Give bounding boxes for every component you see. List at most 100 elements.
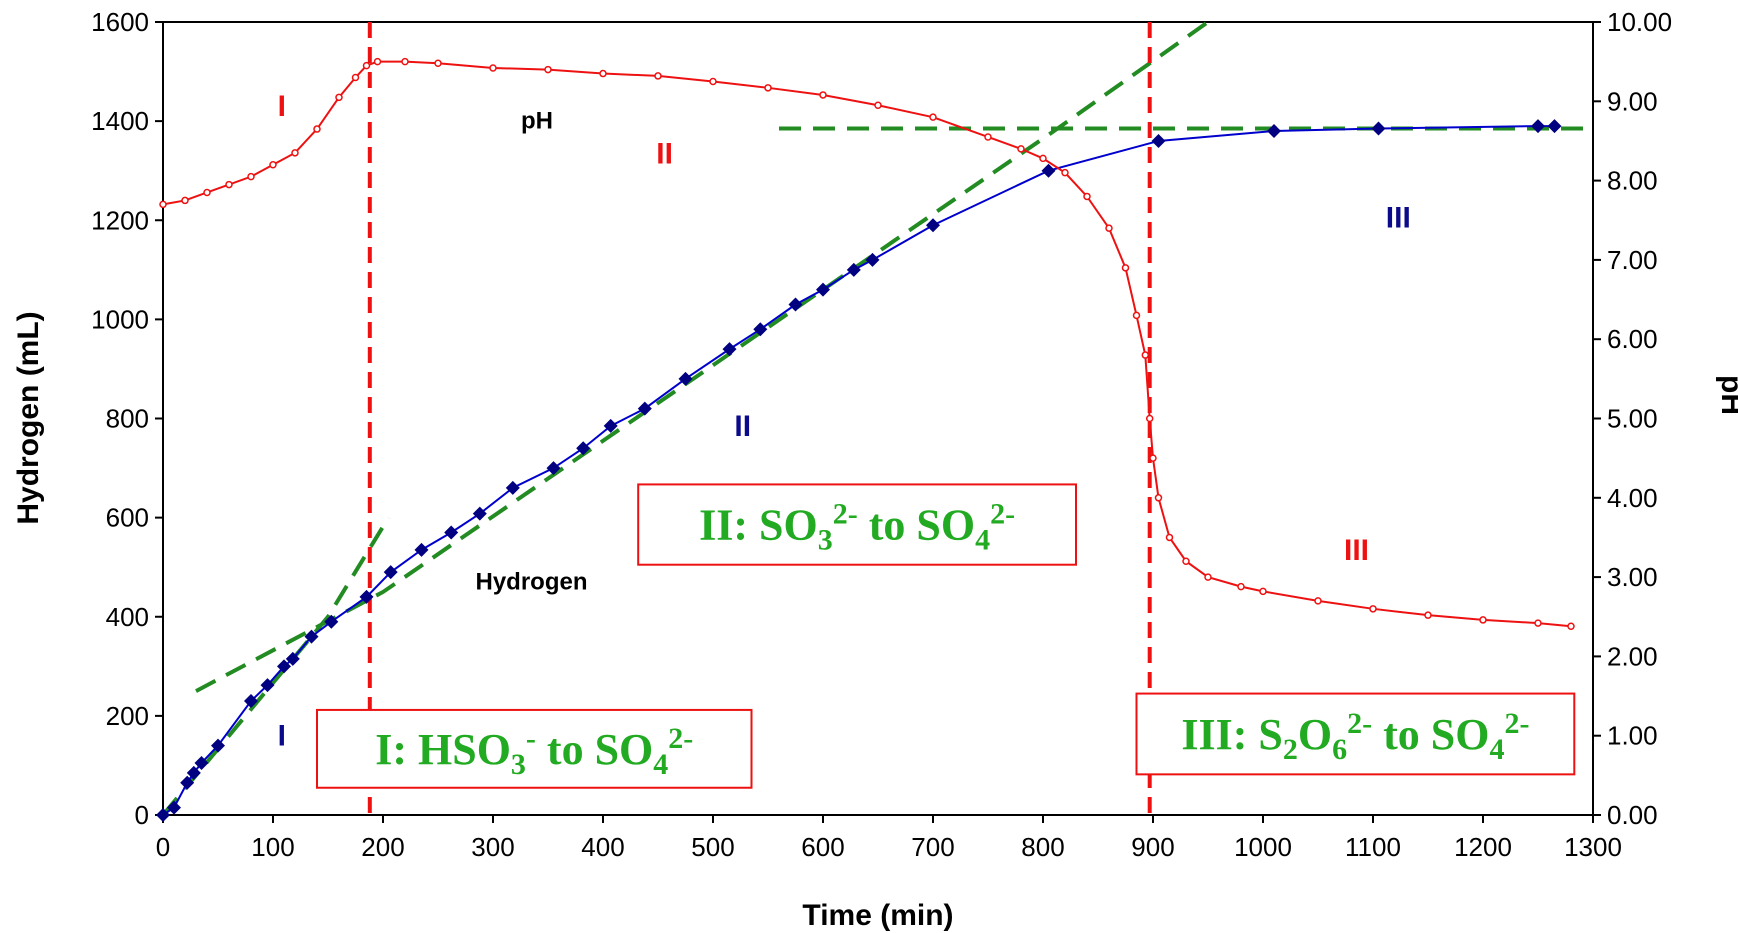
ph-point (351, 73, 360, 82)
reaction-boxes: I: HSO3- to SO42- II: SO32- to SO42- III: … (316, 483, 1576, 789)
hydrogen-point (788, 297, 803, 312)
ph-point (544, 65, 552, 74)
y-axis-ticks: 0 200 400 600 800 1000 1200 1400 1600 (91, 7, 163, 830)
ph-point (709, 77, 717, 86)
hydrogen-point (180, 775, 195, 790)
x-axis-title: Time (min) (802, 899, 953, 932)
hydrogen-point (1547, 119, 1562, 134)
ph-point (874, 101, 882, 110)
y2-tick-label: 6.00 (1607, 324, 1658, 354)
y2-tick-label: 8.00 (1607, 166, 1658, 196)
ph-point (269, 160, 277, 169)
hydrogen-point (926, 218, 940, 233)
x-tick-label: 800 (1021, 832, 1064, 862)
x-tick-label: 1100 (1345, 832, 1401, 862)
y-tick-label: 200 (106, 701, 149, 731)
y-tick-label: 1400 (91, 106, 149, 136)
ph-point (373, 57, 382, 66)
x-tick-label: 100 (251, 832, 294, 862)
hydrogen-point (816, 282, 830, 297)
ph-point (654, 72, 662, 80)
y2-axis-ticks: 0.00 1.00 2.00 3.00 4.00 5.00 6.00 7.00 8.00 9.00… (1593, 7, 1672, 830)
hydrogen-point (753, 322, 768, 337)
ph-point (225, 180, 233, 189)
ph-point (313, 125, 321, 133)
reaction-text: I: HSO3- to SO42- (375, 722, 693, 781)
y-tick-label: 800 (106, 404, 149, 434)
x-tick-label: 900 (1131, 832, 1174, 862)
x-tick-label: 500 (691, 832, 734, 862)
region-label: I (278, 90, 286, 123)
ph-point (489, 64, 497, 72)
phase-boundaries (367, 22, 1152, 815)
hydrogen-point (383, 565, 398, 580)
hydrogen-point (414, 542, 429, 557)
ph-point (1083, 192, 1091, 201)
ph-line (162, 60, 1572, 628)
plot-area (162, 21, 1594, 816)
ph-point (1039, 154, 1047, 163)
y2-axis-title: pH (1715, 375, 1738, 415)
hydrogen-point (324, 614, 339, 629)
hydrogen-point (846, 262, 861, 277)
hydrogen-point (603, 418, 618, 433)
y2-tick-label: 3.00 (1607, 562, 1658, 592)
x-tick-label: 300 (471, 832, 514, 862)
ph-point (1145, 414, 1154, 423)
y-tick-label: 600 (106, 503, 149, 533)
x-tick-label: 400 (581, 832, 624, 862)
ph-point (1314, 597, 1322, 605)
ph-point (1121, 264, 1130, 272)
hydrogen-point (260, 678, 275, 693)
hydrogen-point (472, 506, 487, 521)
hydrogen-point (285, 651, 300, 666)
ph-point (434, 59, 442, 67)
hydrogen-point (156, 808, 170, 822)
series-group (156, 57, 1575, 822)
y-axis-title: Hydrogen (mL) (12, 311, 45, 524)
hydrogen-point (1041, 163, 1056, 178)
ph-point (401, 57, 409, 66)
x-tick-label: 1200 (1454, 832, 1512, 862)
ph-point (1567, 622, 1575, 631)
hydrogen-point (546, 461, 561, 476)
x-tick-label: 0 (156, 832, 170, 862)
hydrogen-point (505, 480, 520, 495)
ph-point (335, 93, 343, 102)
ph-point (1237, 582, 1245, 591)
region-label: II (656, 137, 673, 170)
hydrogen-point (167, 800, 181, 815)
hydrogen-point (722, 342, 737, 357)
ph-point (1369, 605, 1377, 613)
y-tick-label: 0 (135, 800, 149, 830)
y2-tick-label: 9.00 (1607, 86, 1658, 116)
ph-point (819, 91, 827, 99)
ph-point (247, 172, 255, 181)
ph-point (1424, 611, 1432, 619)
region-label: II (734, 410, 751, 443)
y2-tick-label: 2.00 (1607, 641, 1658, 671)
hydrogen-point (359, 589, 374, 604)
y2-tick-label: 5.00 (1607, 404, 1658, 434)
x-tick-label: 200 (361, 832, 404, 862)
ph-point (1105, 224, 1113, 232)
ph-point (291, 149, 299, 157)
ph-point (1132, 311, 1141, 320)
region-label: I (278, 720, 286, 753)
hydrogen-point (444, 525, 459, 540)
ph-point (1534, 619, 1542, 627)
reaction-box (316, 708, 753, 789)
ph-point (1017, 145, 1025, 153)
reaction-text: II: SO32- to SO42- (699, 498, 1015, 557)
series-label-hydrogen: Hydrogen (475, 568, 587, 595)
hydrogen-point (678, 371, 693, 386)
ph-point (1182, 557, 1190, 565)
ph-point (362, 61, 371, 70)
ph-point (599, 69, 607, 78)
ph-point (203, 188, 211, 197)
x-tick-label: 600 (801, 832, 844, 862)
hydrogen-point (637, 401, 652, 416)
reaction-box (1135, 692, 1576, 776)
